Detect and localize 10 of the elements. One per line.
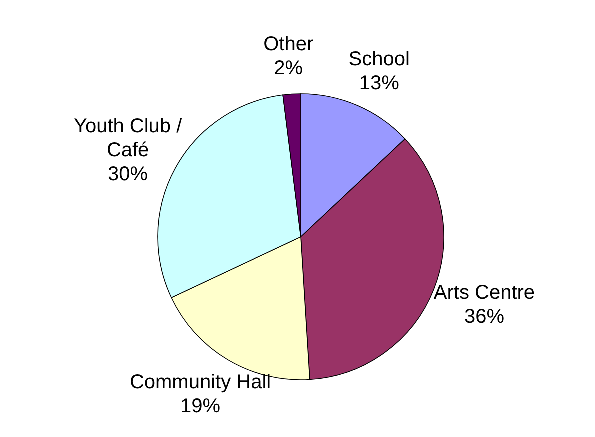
slice-label: School: [348, 48, 410, 70]
slice-label: Community Hall: [130, 371, 272, 394]
data-label: 2%: [274, 58, 304, 80]
slice-label: Arts Centre: [434, 282, 536, 304]
data-label: 19%: [180, 395, 221, 418]
slice-label: Youth Club / Café: [74, 116, 183, 162]
slice-label: Other: [264, 34, 314, 56]
data-label: 13%: [359, 72, 400, 94]
data-label: 36%: [464, 306, 505, 328]
data-label: 30%: [108, 164, 148, 186]
